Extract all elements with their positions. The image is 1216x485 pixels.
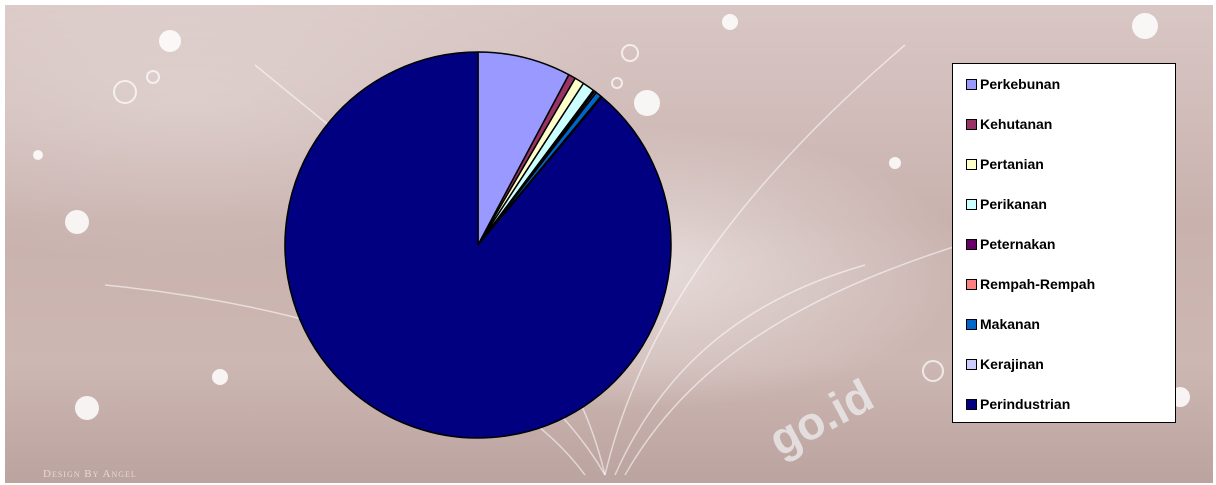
legend-swatch	[966, 118, 977, 130]
legend-label: Perikanan	[980, 196, 1047, 212]
legend-label: Makanan	[980, 316, 1040, 332]
legend-label: Perkebunan	[980, 76, 1061, 92]
legend-item-rempah-rempah: Rempah-Rempah	[966, 274, 1095, 294]
legend-item-perikanan: Perikanan	[966, 194, 1047, 214]
legend-swatch	[966, 238, 977, 250]
legend-item-perkebunan: Perkebunan	[966, 74, 1060, 94]
legend-swatch	[966, 318, 977, 330]
pie-slice-perindustrian	[284, 51, 672, 439]
legend-label: Pertanian	[980, 156, 1044, 172]
design-credit: Design By Angel	[43, 468, 137, 480]
legend-label: Kerajinan	[980, 356, 1044, 372]
legend-item-makanan: Makanan	[966, 314, 1040, 334]
legend-label: Perindustrian	[980, 396, 1071, 412]
legend-item-kehutanan: Kehutanan	[966, 114, 1052, 134]
legend-swatch	[966, 78, 977, 90]
legend-item-perindustrian: Perindustrian	[966, 394, 1070, 414]
legend-label: Kehutanan	[980, 116, 1053, 132]
legend-swatch	[966, 358, 977, 370]
legend-label: Peternakan	[980, 236, 1056, 252]
pie-slices	[284, 51, 672, 439]
legend-swatch	[966, 198, 977, 210]
pie-slice-perkebunan	[477, 51, 570, 246]
legend-label: Rempah-Rempah	[980, 276, 1096, 292]
legend-item-kerajinan: Kerajinan	[966, 354, 1044, 374]
chart-legend: Perkebunan Kehutanan Pertanian Perikanan Pet…	[952, 63, 1176, 423]
legend-swatch	[966, 398, 977, 410]
legend-swatch	[966, 278, 977, 290]
legend-item-peternakan: Peternakan	[966, 234, 1055, 254]
pie-chart	[284, 51, 672, 439]
legend-item-pertanian: Pertanian	[966, 154, 1044, 174]
background-image	[33, 13, 1190, 476]
legend-swatch	[966, 158, 977, 170]
